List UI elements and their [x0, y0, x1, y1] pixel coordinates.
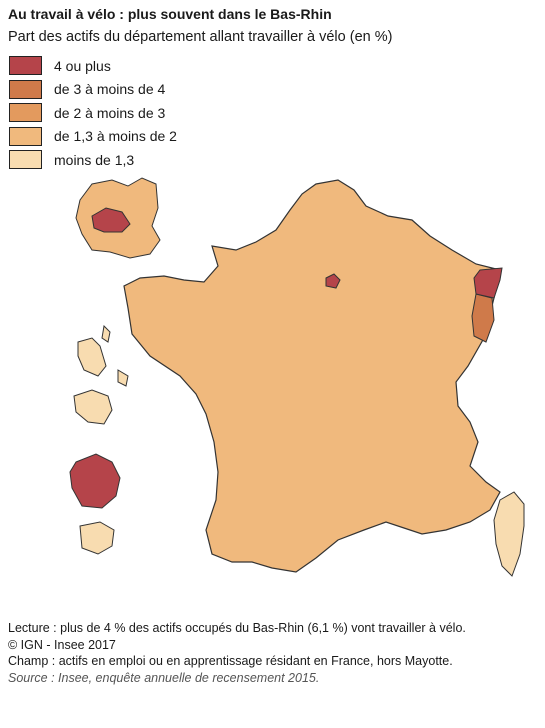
legend-label-3: de 2 à moins de 3 [54, 104, 166, 121]
legend-label-2: de 3 à moins de 4 [54, 81, 166, 98]
paris-metro [325, 273, 341, 289]
haut-rhin [471, 293, 495, 343]
legend-swatch-2 [9, 79, 42, 99]
legend-label-1: 4 ou plus [54, 57, 111, 74]
paris-inset [91, 207, 131, 233]
overseas-guyane [79, 521, 115, 555]
overseas-reunion [73, 389, 113, 425]
corse [493, 491, 525, 577]
legend-item-2: de 3 à moins de 4 [9, 78, 177, 102]
overseas-martinique-like [101, 324, 111, 343]
overseas-martinique-2 [117, 369, 129, 387]
footer: Lecture : plus de 4 % des actifs occupés… [8, 620, 528, 686]
chart-title: Au travail à vélo : plus souvent dans le… [8, 6, 332, 22]
overseas-martinique [77, 337, 107, 377]
legend-swatch-5 [9, 150, 42, 170]
legend-item-1: 4 ou plus [9, 54, 177, 78]
chart-subtitle: Part des actifs du département allant tr… [8, 29, 393, 45]
legend-swatch-4 [9, 126, 42, 146]
legend-label-5: moins de 1,3 [54, 151, 135, 168]
legend: 4 ou plus de 3 à moins de 4 de 2 à moins… [9, 54, 177, 172]
france-map [69, 177, 525, 577]
footer-source: Source : Insee, enquête annuelle de rece… [8, 670, 320, 685]
france-metro [123, 179, 501, 573]
footer-copyright: © IGN - Insee 2017 [8, 637, 116, 652]
legend-item-3: de 2 à moins de 3 [9, 101, 177, 125]
legend-swatch-3 [9, 103, 42, 123]
overseas-guadeloupe [69, 453, 121, 509]
legend-label-4: de 1,3 à moins de 2 [54, 128, 177, 145]
footer-lecture: Lecture : plus de 4 % des actifs occupés… [8, 621, 466, 635]
bas-rhin [473, 267, 503, 299]
legend-item-4: de 1,3 à moins de 2 [9, 125, 177, 149]
legend-item-5: moins de 1,3 [9, 148, 177, 172]
footer-champ: Champ : actifs en emploi ou en apprentis… [8, 654, 453, 668]
legend-swatch-1 [9, 56, 42, 76]
